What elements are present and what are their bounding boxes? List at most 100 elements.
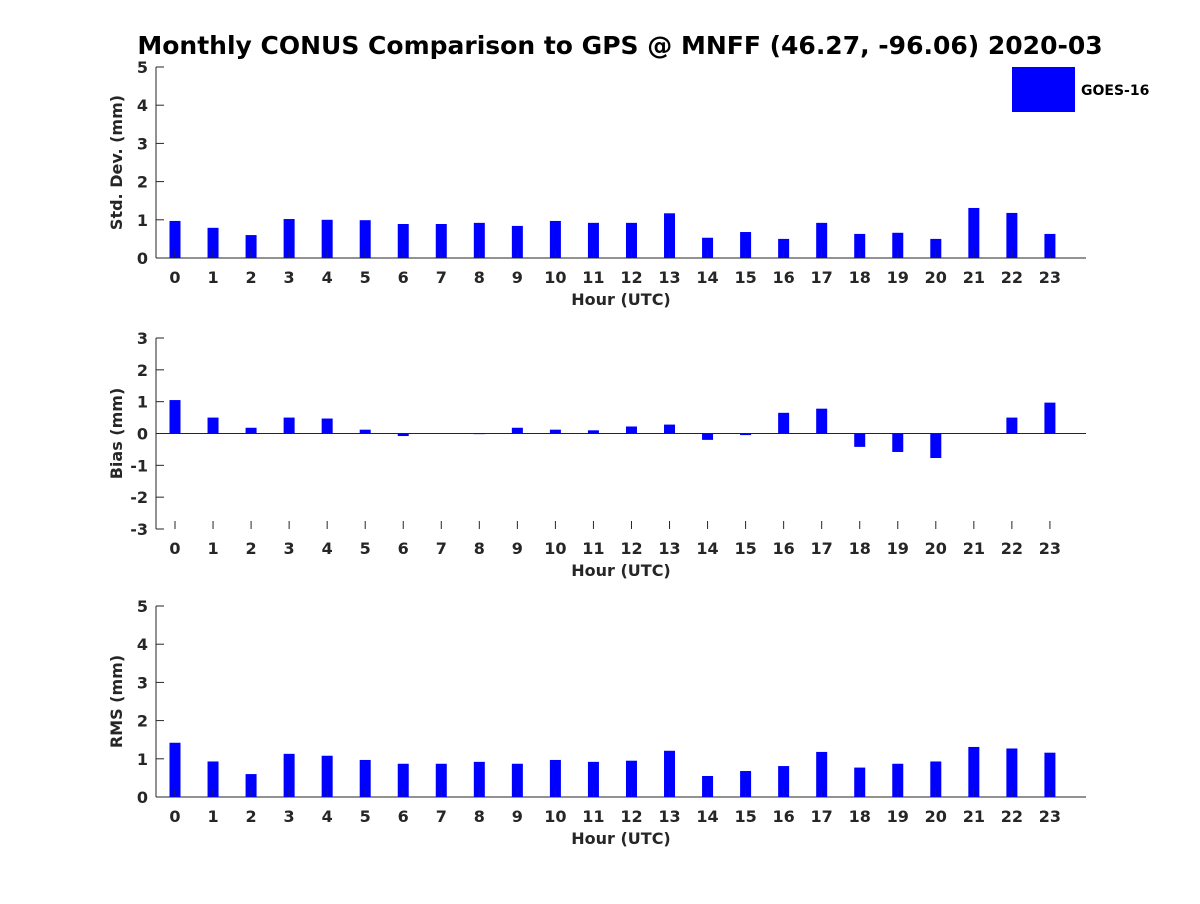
x-tick-label: 7 — [436, 807, 447, 826]
bar-hour-2 — [245, 774, 257, 797]
y-tick-label: 1 — [137, 750, 148, 769]
bar-hour-3 — [283, 753, 295, 797]
x-tick-label: 17 — [811, 268, 833, 287]
bar-hour-1 — [207, 227, 219, 258]
x-tick-label: 10 — [544, 807, 566, 826]
x-tick-label: 4 — [322, 539, 333, 558]
x-tick-label: 3 — [284, 539, 295, 558]
y-tick-label: -1 — [130, 456, 148, 475]
x-tick-label: 21 — [963, 807, 985, 826]
y-tick-label: 4 — [137, 635, 148, 654]
bar-hour-21 — [968, 207, 980, 258]
bar-hour-20 — [930, 761, 942, 797]
x-tick-label: 17 — [811, 807, 833, 826]
bar-hour-21 — [968, 746, 980, 797]
bar-hour-10 — [549, 759, 561, 797]
x-tick-label: 8 — [474, 539, 485, 558]
bar-hour-16 — [778, 766, 790, 797]
y-tick-label: 0 — [137, 788, 148, 807]
x-tick-label: 2 — [246, 268, 257, 287]
x-axis-label: Hour (UTC) — [571, 829, 671, 848]
bar-hour-6 — [397, 763, 409, 797]
x-tick-label: 23 — [1039, 268, 1061, 287]
bar-hour-18 — [854, 433, 866, 447]
bar-hour-6 — [397, 224, 409, 258]
bar-hour-10 — [549, 220, 561, 258]
y-tick-label: 3 — [137, 329, 148, 348]
bar-hour-22 — [1006, 417, 1018, 434]
x-tick-label: 23 — [1039, 539, 1061, 558]
y-tick-label: 2 — [137, 173, 148, 192]
bar-hour-14 — [702, 237, 714, 258]
bar-hour-5 — [359, 220, 371, 258]
x-tick-label: 22 — [1001, 539, 1023, 558]
bar-hour-17 — [816, 751, 828, 797]
x-tick-label: 18 — [849, 807, 871, 826]
x-tick-label: 1 — [207, 268, 218, 287]
bar-hour-3 — [283, 219, 295, 258]
x-tick-label: 4 — [322, 268, 333, 287]
x-tick-label: 20 — [925, 807, 947, 826]
bar-hour-2 — [245, 235, 257, 258]
bar-hour-0 — [169, 400, 181, 434]
y-tick-label: -3 — [130, 520, 148, 539]
x-tick-label: 23 — [1039, 807, 1061, 826]
x-tick-label: 11 — [582, 807, 604, 826]
x-tick-label: 14 — [696, 268, 718, 287]
bar-hour-8 — [473, 222, 485, 258]
x-tick-label: 13 — [658, 807, 680, 826]
x-tick-label: 16 — [773, 539, 795, 558]
bar-hour-15 — [740, 433, 752, 436]
bar-hour-17 — [816, 222, 828, 258]
x-tick-label: 16 — [773, 807, 795, 826]
y-tick-label: 5 — [137, 597, 148, 616]
bar-hour-16 — [778, 238, 790, 258]
x-tick-label: 13 — [658, 539, 680, 558]
bar-hour-9 — [511, 225, 523, 258]
x-tick-label: 19 — [887, 539, 909, 558]
x-tick-label: 6 — [398, 807, 409, 826]
bar-hour-15 — [740, 771, 752, 797]
y-tick-label: 0 — [137, 425, 148, 444]
legend: GOES-16 — [1012, 67, 1149, 112]
bar-hour-23 — [1044, 233, 1056, 258]
legend-swatch — [1012, 67, 1075, 112]
bar-hour-18 — [854, 767, 866, 797]
bar-hour-12 — [625, 760, 637, 797]
x-tick-label: 5 — [360, 268, 371, 287]
x-tick-label: 8 — [474, 268, 485, 287]
x-tick-label: 14 — [696, 539, 718, 558]
bar-hour-18 — [854, 233, 866, 258]
bar-hour-7 — [435, 763, 447, 797]
x-tick-label: 18 — [849, 268, 871, 287]
y-tick-label: 3 — [137, 134, 148, 153]
bar-hour-11 — [587, 761, 599, 797]
x-tick-label: 20 — [925, 268, 947, 287]
x-tick-label: 0 — [169, 807, 180, 826]
x-tick-label: 21 — [963, 539, 985, 558]
y-axis-label: Bias (mm) — [107, 388, 126, 480]
x-tick-label: 9 — [512, 539, 523, 558]
x-tick-label: 0 — [169, 268, 180, 287]
x-tick-label: 5 — [360, 807, 371, 826]
bar-hour-11 — [587, 222, 599, 258]
x-tick-label: 12 — [620, 539, 642, 558]
bar-hour-6 — [397, 433, 409, 437]
bar-hour-8 — [473, 433, 485, 435]
y-tick-label: 3 — [137, 673, 148, 692]
x-tick-label: 3 — [284, 807, 295, 826]
bar-hour-16 — [778, 412, 790, 434]
bar-hour-13 — [664, 750, 676, 797]
x-tick-label: 16 — [773, 268, 795, 287]
bar-hour-2 — [245, 427, 257, 434]
x-tick-label: 11 — [582, 539, 604, 558]
x-tick-label: 9 — [512, 807, 523, 826]
bar-hour-13 — [664, 213, 676, 258]
x-tick-label: 4 — [322, 807, 333, 826]
bar-hour-8 — [473, 761, 485, 797]
x-tick-label: 15 — [734, 539, 756, 558]
x-tick-label: 7 — [436, 268, 447, 287]
